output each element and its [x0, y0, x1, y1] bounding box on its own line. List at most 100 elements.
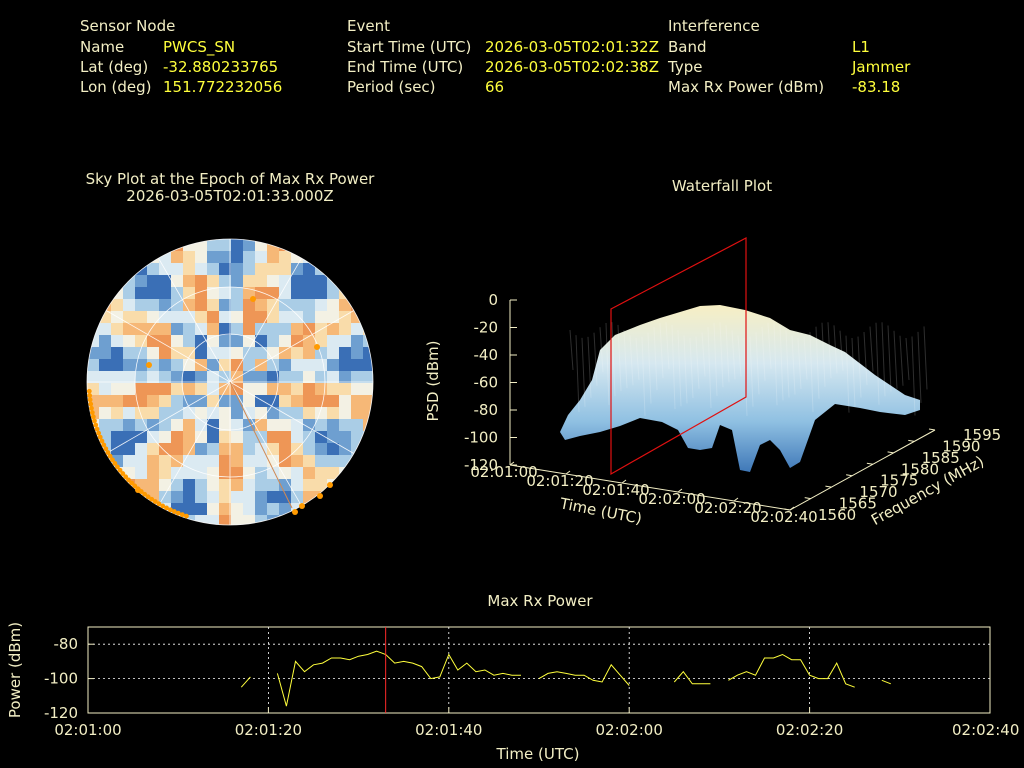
- sky-heatmap-cell: [363, 515, 373, 525]
- sky-satellite-dot: [156, 501, 162, 507]
- sky-heatmap-cell: [327, 275, 340, 288]
- sky-heatmap-cell: [171, 371, 184, 384]
- sky-heatmap-cell: [219, 407, 232, 420]
- sky-heatmap-cell: [327, 395, 340, 408]
- sky-satellite-dot: [90, 414, 96, 420]
- sky-heatmap-cell: [159, 419, 172, 432]
- sky-heatmap-cell: [195, 299, 208, 312]
- sky-heatmap-cell: [183, 299, 196, 312]
- sky-heatmap-cell: [339, 431, 352, 444]
- sky-heatmap-cell: [231, 263, 244, 276]
- sky-heatmap-cell: [87, 275, 100, 288]
- sky-heatmap-cell: [231, 479, 244, 492]
- sky-heatmap-cell: [279, 263, 292, 276]
- sky-heatmap-cell: [171, 395, 184, 408]
- sky-heatmap-cell: [183, 335, 196, 348]
- sky-heatmap-cell: [267, 275, 280, 288]
- sky-heatmap-cell: [315, 503, 328, 516]
- sky-heatmap-cell: [279, 299, 292, 312]
- waterfall-frequency-tick: [846, 474, 853, 477]
- sky-heatmap-cell: [291, 287, 304, 300]
- sky-heatmap-cell: [207, 299, 220, 312]
- power-chart-line-segment: [728, 653, 855, 688]
- sky-heatmap-cell: [255, 407, 268, 420]
- sky-heatmap-cell: [351, 503, 364, 516]
- waterfall-time-tick-label: 02:01:20: [526, 472, 593, 490]
- sky-heatmap-cell: [219, 311, 232, 324]
- sky-heatmap-cell: [195, 443, 208, 456]
- event-start-label: Start Time (UTC): [347, 38, 472, 56]
- sky-heatmap-cell: [255, 275, 268, 288]
- waterfall-time-tick: [789, 506, 795, 511]
- sky-heatmap-cell: [159, 347, 172, 360]
- waterfall-frequency-tick: [928, 428, 936, 431]
- sky-heatmap-cell: [243, 443, 256, 456]
- sky-heatmap-cell: [123, 515, 136, 525]
- sky-heatmap-cell: [363, 467, 373, 480]
- sky-heatmap-cell: [339, 359, 352, 372]
- waterfall-frequency-tick-label: 1565: [839, 495, 877, 513]
- sky-heatmap-cell: [327, 443, 340, 456]
- sky-satellite-dot: [168, 507, 173, 513]
- sky-heatmap-cell: [243, 371, 256, 384]
- sky-heatmap-cell: [315, 251, 328, 264]
- sky-heatmap-cell: [207, 311, 220, 324]
- sky-satellite-dot: [92, 418, 97, 424]
- sky-heatmap-cell: [303, 383, 316, 396]
- sky-heatmap-cell: [351, 371, 364, 384]
- sky-heatmap-cell: [363, 503, 373, 516]
- sensor-node-title: Sensor Node: [80, 17, 176, 35]
- sky-heatmap-cell: [291, 371, 304, 384]
- sky-heatmap-cell: [243, 311, 256, 324]
- sky-azimuth-spoke: [229, 310, 355, 383]
- sky-heatmap-cell: [327, 431, 340, 444]
- sky-heatmap-cell: [195, 503, 208, 516]
- sky-heatmap-cell: [111, 443, 124, 456]
- sky-heatmap-cell: [195, 515, 208, 525]
- sky-heatmap-cell: [147, 407, 160, 420]
- event-end-value: 2026-03-05T02:02:38Z: [485, 58, 659, 76]
- sky-azimuth-spoke: [158, 257, 231, 383]
- waterfall-z-ticks: 0 -20 -40 -60 -80 -100 -120: [464, 291, 517, 474]
- sky-heatmap-cell: [291, 359, 304, 372]
- sky-heatmap-cell: [147, 419, 160, 432]
- sky-heatmap-cell: [303, 359, 316, 372]
- sky-heatmap-cell: [291, 299, 304, 312]
- sky-heatmap-cell: [183, 503, 196, 516]
- sky-heatmap-cell: [279, 491, 292, 504]
- sky-heatmap-cell: [123, 347, 136, 360]
- sky-heatmap-cell: [291, 467, 304, 480]
- sky-heatmap-cell: [87, 443, 100, 456]
- sky-heatmap-cell: [303, 491, 316, 504]
- sky-heatmap-cell: [135, 383, 148, 396]
- sky-heatmap-cell: [339, 323, 352, 336]
- sky-heatmap-cell: [123, 407, 136, 420]
- power-chart-x-tick-label: 02:02:00: [596, 721, 663, 739]
- sky-heatmap-cell: [363, 335, 373, 348]
- sky-heatmap-cell: [339, 311, 352, 324]
- sky-heatmap-cell: [327, 515, 340, 525]
- sky-heatmap-cell: [219, 323, 232, 336]
- sky-heatmap-cell: [219, 503, 232, 516]
- sky-heatmap-cell: [135, 407, 148, 420]
- sky-heatmap-cell: [231, 491, 244, 504]
- sensor-lon-value: 151.772232056: [163, 78, 283, 96]
- sky-heatmap-cell: [315, 455, 328, 468]
- sky-heatmap-cell: [135, 359, 148, 372]
- sky-heatmap-cell: [315, 515, 328, 525]
- sky-heatmap-cell: [207, 479, 220, 492]
- sky-heatmap-cell: [243, 383, 256, 396]
- sky-satellite-dot: [103, 446, 109, 452]
- sky-heatmap-cell: [279, 407, 292, 420]
- sky-heatmap-cell: [99, 347, 112, 360]
- sky-heatmap-cell: [87, 323, 100, 336]
- waterfall-frequency-tick: [783, 508, 791, 511]
- sky-heatmap-cell: [207, 503, 220, 516]
- sky-heatmap-cell: [99, 479, 112, 492]
- sky-heatmap-cell: [351, 239, 364, 252]
- sky-heatmap-cell: [99, 239, 112, 252]
- sky-heatmap-cell: [267, 491, 280, 504]
- sky-heatmap-cell: [111, 395, 124, 408]
- sky-heatmap-cell: [303, 263, 316, 276]
- sky-heatmap-cell: [195, 347, 208, 360]
